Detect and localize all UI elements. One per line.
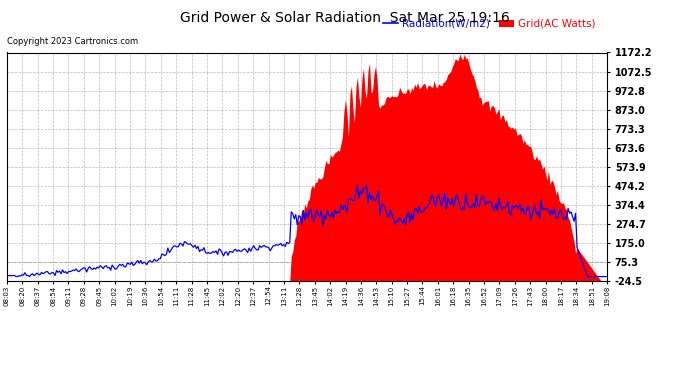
Text: Copyright 2023 Cartronics.com: Copyright 2023 Cartronics.com <box>7 38 138 46</box>
Text: Grid Power & Solar Radiation  Sat Mar 25 19:16: Grid Power & Solar Radiation Sat Mar 25 … <box>180 11 510 25</box>
Legend: Radiation(W/m2), Grid(AC Watts): Radiation(W/m2), Grid(AC Watts) <box>383 19 596 29</box>
